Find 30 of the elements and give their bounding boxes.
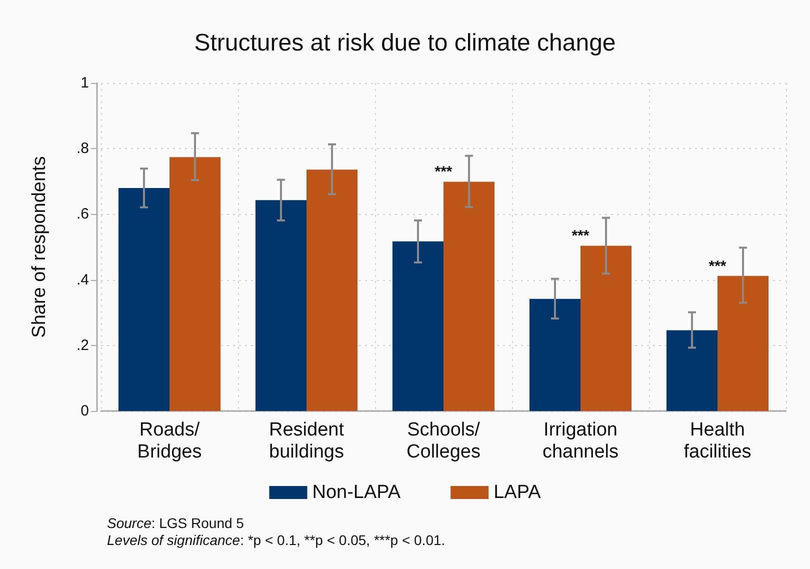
y-tick-label: .6 — [76, 206, 89, 223]
x-tick-label: Health facilities — [684, 420, 752, 462]
y-axis-title: Share of respondents — [29, 156, 50, 338]
bar — [118, 188, 170, 411]
x-tick-label: Schools/ Colleges — [406, 420, 481, 462]
y-tick-label: 1 — [80, 74, 89, 92]
bar — [444, 182, 495, 411]
bar — [580, 246, 632, 411]
text: Levels of significance: *p < 0.1, **p < 0.05, ***p < 0.01. — [107, 532, 446, 548]
y-tick-label: .2 — [76, 336, 89, 354]
bar — [255, 200, 306, 411]
legend-label: LAPA — [494, 482, 542, 503]
y-tick-label: .8 — [76, 140, 89, 158]
bar — [718, 276, 769, 411]
y-tick-label: 0 — [80, 402, 89, 420]
bar — [529, 298, 580, 411]
x-tick-label: Resident buildings — [269, 420, 345, 462]
annotation: *** — [572, 228, 590, 245]
legend-label: Non-LAPA — [312, 482, 401, 503]
bar — [306, 170, 358, 411]
y-tick-label: .4 — [76, 271, 89, 288]
x-tick-label: Roads/ Bridges — [137, 420, 202, 462]
bar — [666, 330, 718, 411]
annotation: *** — [434, 164, 452, 181]
chart-title: Structures at risk due to climate change — [194, 30, 616, 56]
annotation: *** — [708, 258, 726, 275]
source-note: Source: LGS Round 5 — [107, 515, 244, 531]
bar — [392, 241, 444, 411]
x-tick-label: Irrigation channels — [542, 420, 619, 462]
bar — [170, 157, 221, 411]
